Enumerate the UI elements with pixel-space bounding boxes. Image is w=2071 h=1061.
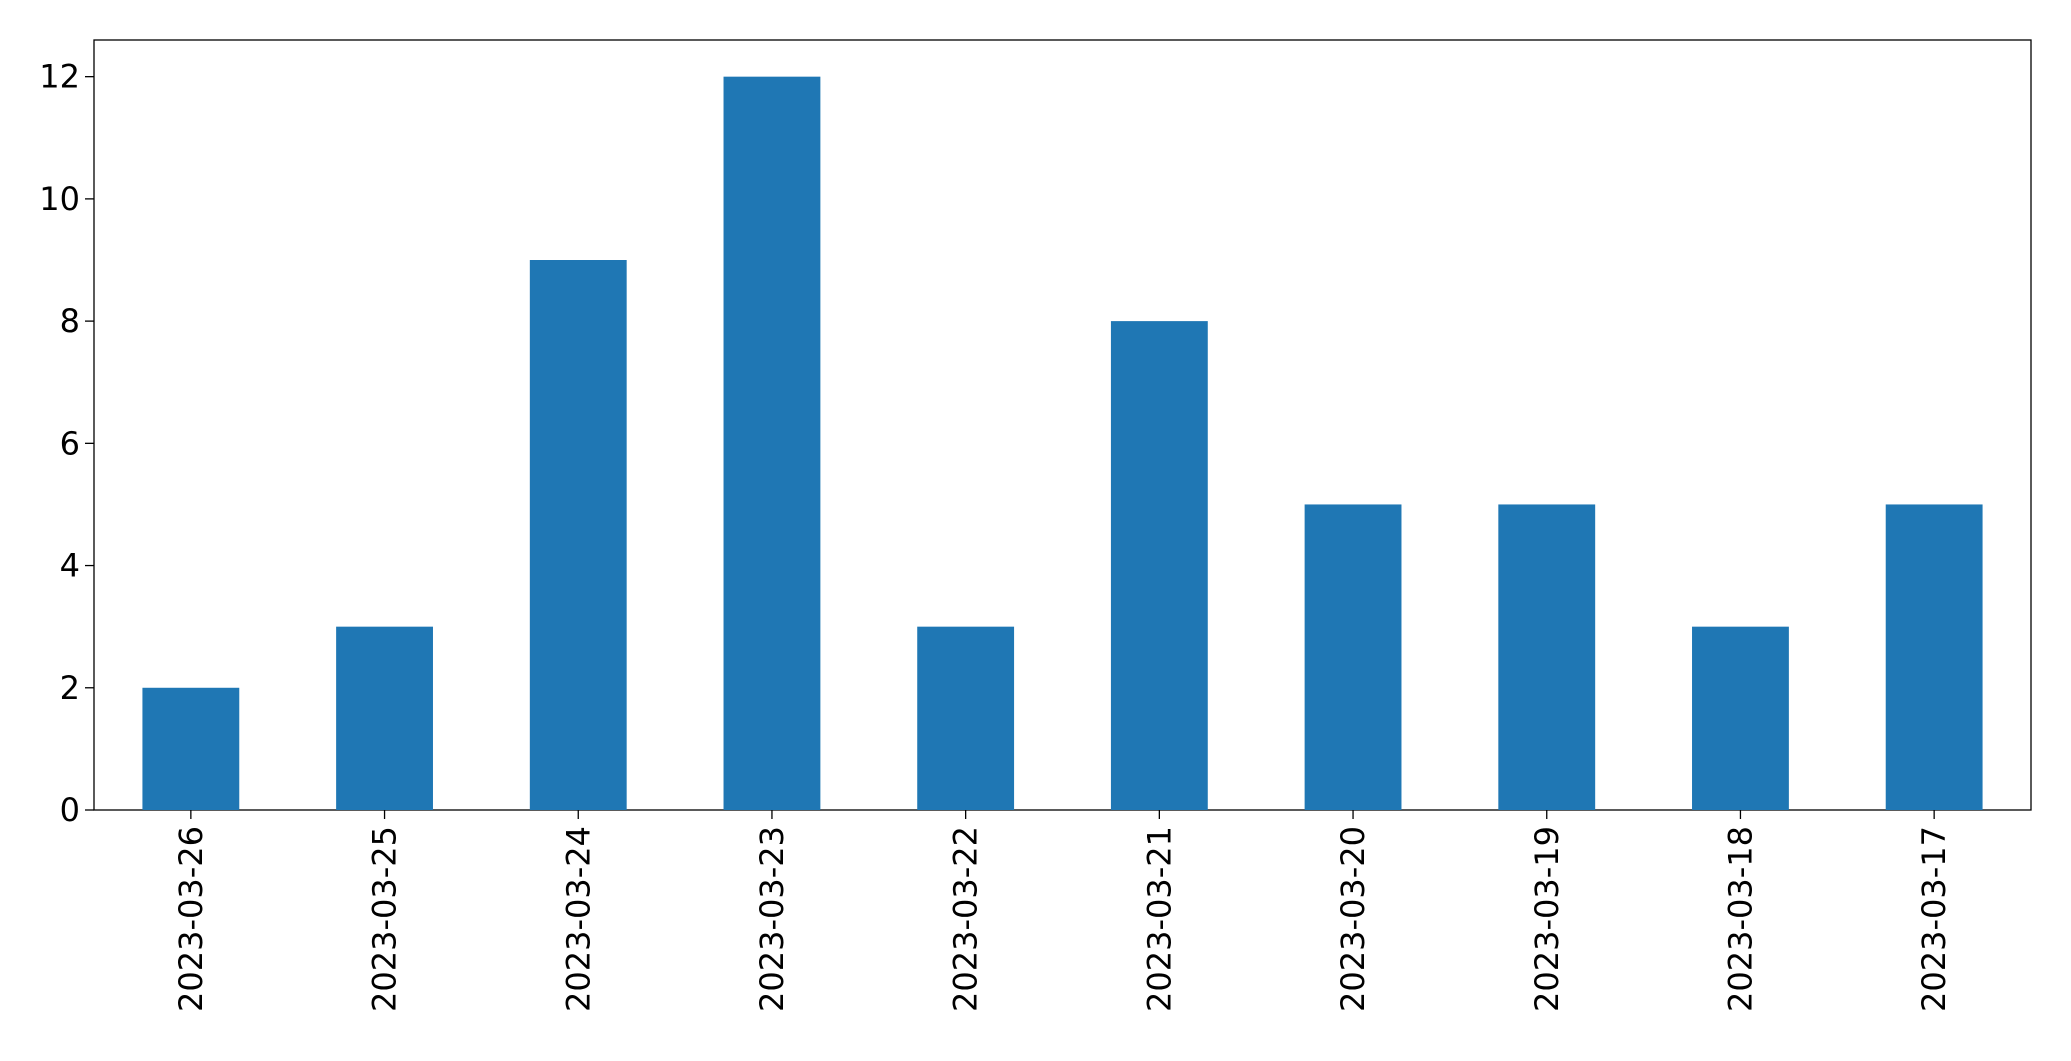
x-tick-label: 2023-03-26 [172,826,210,1012]
x-tick-label: 2023-03-22 [947,826,985,1012]
x-tick-label: 2023-03-17 [1915,826,1953,1012]
x-tick-label: 2023-03-24 [559,826,597,1012]
x-tick-label: 2023-03-25 [366,826,404,1012]
bar [917,626,1015,810]
y-tick-label: 2 [60,669,80,707]
bar [1304,504,1402,810]
y-tick-label: 10 [39,180,80,218]
bar [1692,626,1789,810]
bar [529,260,627,810]
bar [336,626,433,810]
x-tick-label: 2023-03-21 [1140,826,1178,1012]
y-tick-label: 8 [60,302,80,340]
bar [723,76,821,810]
x-tick-label: 2023-03-19 [1528,826,1566,1012]
y-tick-label: 0 [60,791,80,829]
y-tick-label: 12 [39,58,80,96]
bar [142,687,240,810]
x-tick-label: 2023-03-23 [753,826,791,1012]
bar [1885,504,1983,810]
y-tick-label: 6 [60,424,80,462]
plot-frame [93,39,2032,811]
x-tick-label: 2023-03-18 [1721,826,1759,1012]
x-tick-label: 2023-03-20 [1334,826,1372,1012]
bar [1498,504,1596,810]
y-tick-label: 4 [60,547,80,585]
bar [1110,321,1208,810]
